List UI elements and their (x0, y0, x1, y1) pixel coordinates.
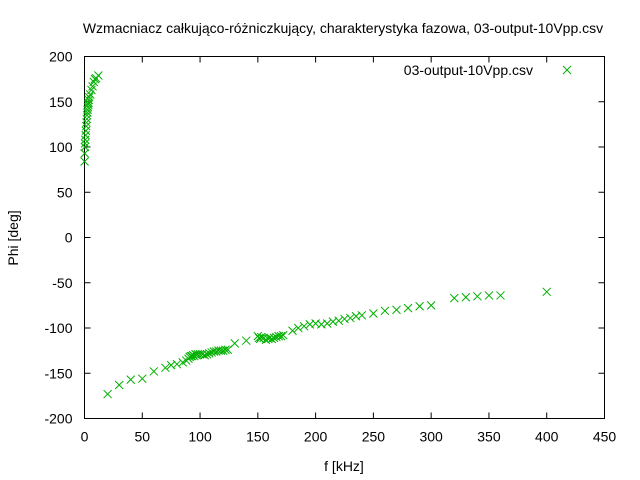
x-tick-label: 0 (81, 429, 89, 445)
data-point (449, 293, 459, 303)
data-point (357, 310, 367, 320)
data-point (137, 374, 147, 384)
x-tick-label: 200 (304, 429, 328, 445)
data-point (81, 121, 91, 131)
data-point (345, 313, 355, 323)
data-point (80, 142, 90, 152)
y-tick-label: 150 (49, 94, 73, 110)
data-point (340, 314, 349, 324)
data-point (317, 320, 326, 329)
x-tick-label: 50 (134, 429, 150, 445)
data-point (230, 339, 240, 348)
chart-title: Wzmacniacz całkująco-różniczkujący, char… (83, 20, 603, 36)
data-point (221, 345, 230, 355)
data-points (80, 71, 552, 399)
data-point (204, 348, 214, 358)
y-tick-label: -100 (44, 320, 72, 336)
data-point (278, 330, 288, 340)
data-point (149, 367, 159, 376)
data-point (334, 316, 344, 326)
x-tick-label: 300 (419, 429, 443, 445)
y-axis-label: Phi [deg] (5, 210, 21, 265)
data-point (276, 331, 286, 341)
data-point (351, 311, 361, 321)
plot-frame (84, 56, 605, 419)
data-point (426, 301, 436, 310)
y-tick-label: -50 (52, 275, 72, 291)
data-point (461, 292, 471, 302)
y-tick-label: 0 (65, 230, 73, 246)
data-point (94, 71, 103, 80)
data-point (415, 301, 424, 311)
legend-marker-x (562, 65, 572, 75)
data-point (288, 326, 297, 336)
data-point (81, 126, 91, 136)
y-tick-label: -200 (44, 411, 72, 427)
x-tick-label: 100 (188, 429, 212, 445)
x-tick-label: 150 (246, 429, 270, 445)
data-point (161, 363, 170, 373)
data-point (80, 157, 89, 166)
data-point (114, 380, 124, 390)
data-point (267, 334, 277, 344)
data-point (80, 148, 90, 158)
data-point (84, 95, 94, 105)
data-point (542, 287, 552, 297)
data-point (369, 309, 378, 318)
y-tick-label: 50 (57, 184, 73, 200)
data-point (126, 375, 136, 384)
data-point (200, 350, 210, 360)
data-point (80, 139, 90, 148)
data-point (81, 130, 91, 140)
x-tick-label: 400 (535, 429, 559, 445)
y-tick-label: -150 (44, 365, 72, 381)
data-point (84, 92, 94, 102)
legend: 03-output-10Vpp.csv (404, 62, 572, 78)
data-point (269, 333, 279, 343)
x-axis: 0 50 100 150 200 250 300 350 400 450 (81, 56, 617, 445)
data-point (496, 291, 505, 300)
y-axis: -200 -150 -100 -50 0 50 100 150 200 (44, 49, 605, 427)
x-tick-label: 350 (477, 429, 501, 445)
data-point (103, 389, 112, 399)
data-point (202, 349, 212, 359)
x-axis-label: f [kHz] (324, 458, 364, 474)
x-tick-label: 250 (362, 429, 386, 445)
data-point (311, 319, 320, 328)
data-point (484, 291, 494, 300)
data-point (256, 332, 266, 342)
legend-label: 03-output-10Vpp.csv (404, 62, 533, 78)
y-tick-label: 200 (49, 49, 73, 65)
data-point (392, 305, 401, 315)
data-point (322, 319, 332, 328)
data-point (293, 323, 303, 333)
y-tick-label: 100 (49, 139, 73, 155)
legend-marker (562, 65, 572, 75)
data-point (403, 303, 413, 313)
data-point (473, 291, 482, 301)
x-tick-label: 450 (593, 429, 617, 445)
data-point (172, 359, 182, 369)
data-point (380, 306, 390, 316)
data-point (305, 320, 315, 329)
data-point (241, 336, 251, 346)
data-point (82, 118, 91, 127)
data-point (299, 321, 309, 331)
data-point (328, 317, 338, 327)
